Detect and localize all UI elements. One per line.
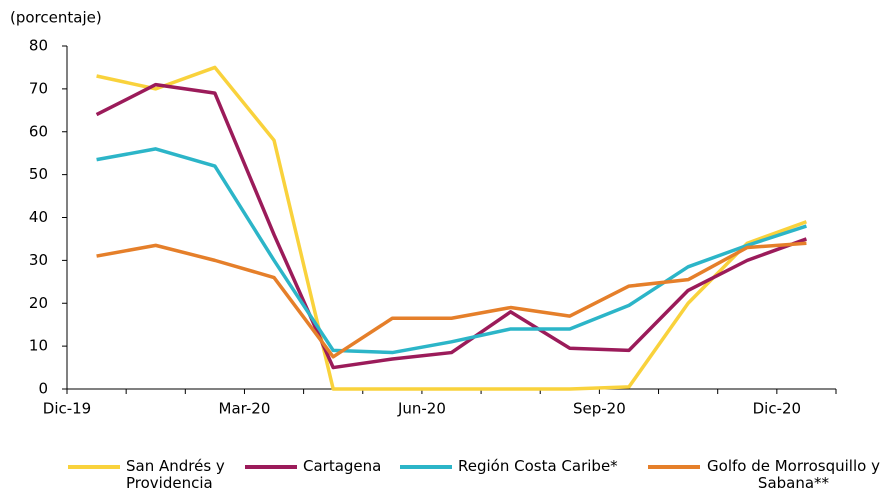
legend-item: Golfo de Morrosquillo y Sabana** xyxy=(648,458,881,492)
legend-swatch xyxy=(245,465,297,469)
x-tick-label: Jun-20 xyxy=(397,400,446,418)
x-tick-label: Mar-20 xyxy=(219,400,271,418)
legend-swatch xyxy=(648,465,700,469)
legend-label: Región Costa Caribe* xyxy=(458,457,618,475)
legend-label: Golfo de Morrosquillo y Sabana** xyxy=(707,457,880,492)
series-line xyxy=(96,65,808,391)
y-tick-label: 60 xyxy=(29,122,48,140)
x-tick-label: Sep-20 xyxy=(573,400,626,418)
series-line xyxy=(96,147,807,355)
legend-item: Cartagena xyxy=(245,458,393,475)
legend-swatch xyxy=(400,465,452,469)
y-tick-label: 10 xyxy=(29,337,48,355)
y-tick-label: 40 xyxy=(29,208,48,226)
y-tick-label: 50 xyxy=(29,165,48,183)
series-line xyxy=(96,241,807,359)
legend-item: Región Costa Caribe* xyxy=(400,458,638,475)
series-line xyxy=(95,82,808,370)
x-tick-label: Dic-19 xyxy=(43,400,91,418)
legend-label: Cartagena xyxy=(303,457,382,475)
y-tick-label: 70 xyxy=(29,79,48,97)
y-tick-label: 0 xyxy=(38,380,48,398)
y-axis-label: (porcentaje) xyxy=(10,9,102,27)
y-tick-label: 30 xyxy=(29,251,48,269)
y-tick-label: 20 xyxy=(29,294,48,312)
legend-item: San Andrés y Providencia xyxy=(68,458,246,492)
y-tick-label: 80 xyxy=(29,37,48,55)
x-tick-label: Dic-20 xyxy=(753,400,801,418)
legend-swatch xyxy=(68,465,120,469)
legend-label: San Andrés y Providencia xyxy=(126,457,225,492)
